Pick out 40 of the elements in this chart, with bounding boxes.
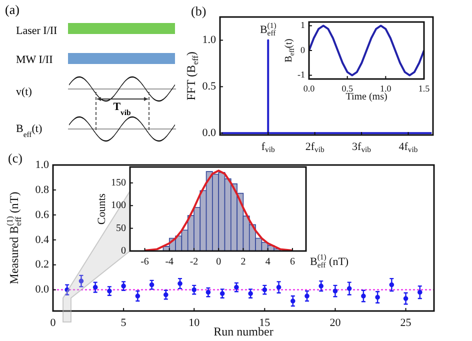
y-tick-label: 0.8	[35, 184, 50, 196]
x-tick-label: -4	[165, 256, 174, 268]
text: MW I/II	[16, 54, 54, 66]
y-tick-label: 1.0	[35, 158, 50, 171]
x-tick-label: 1.5	[418, 83, 430, 94]
x-tick-label: 2	[240, 256, 246, 268]
x-axis-title: Time (ms)	[346, 92, 388, 103]
y-tick-label: 0.4	[35, 234, 50, 246]
x-tick-label: 1.0	[380, 83, 392, 94]
text: Laser I/II	[16, 25, 58, 37]
x-tick-label: 4	[265, 256, 270, 268]
y-tick-label: 0.2	[35, 258, 49, 271]
text: (a)	[5, 2, 20, 17]
chart-title: (c)	[8, 150, 22, 166]
text: T$_{vib}$	[113, 101, 131, 116]
y-axis-title: Counts	[96, 193, 108, 225]
x-tick-label: -2	[190, 256, 198, 268]
y-tick-label: 1.0	[202, 34, 216, 46]
y-tick-label: 0.6	[35, 208, 50, 221]
y-axis-title: Measured Beff(1) (nT)	[5, 192, 23, 284]
x-tick-label: 6	[290, 256, 295, 268]
y-tick-label: 0.0	[202, 127, 216, 140]
x-tick-label: 5	[120, 316, 127, 329]
y-tick-label: 1	[300, 20, 305, 30]
x-tick-label: 10	[188, 316, 200, 329]
y-tick-label: 0	[300, 44, 306, 55]
y-axis-title: FFT (Beff)	[184, 52, 200, 100]
x-tick-label: 25	[400, 316, 412, 329]
y-tick-label: 100	[111, 200, 126, 212]
y-tick-label: 150	[111, 178, 126, 189]
y-tick-label: 50	[116, 222, 126, 234]
y-tick-label: 0.0	[35, 284, 50, 296]
text: B$_{eff}$(t)	[16, 123, 42, 138]
chart-title: (b)	[191, 3, 206, 18]
y-tick-label: -1	[298, 70, 306, 80]
x-tick-label: 20	[330, 316, 342, 329]
y-tick-label: 0	[121, 246, 126, 257]
x-tick-label: 0.5	[342, 83, 354, 94]
x-tick-label: -6	[140, 256, 149, 268]
text: v(t)	[16, 86, 32, 98]
